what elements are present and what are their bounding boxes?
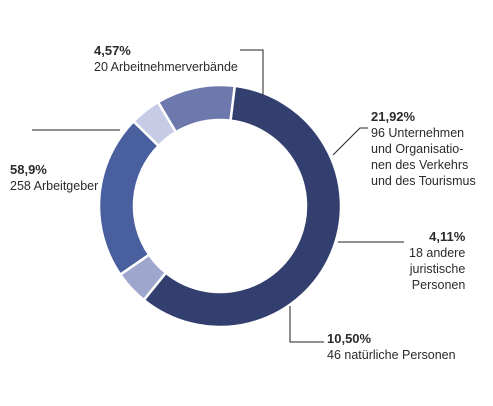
desc-unternehmen: 96 Unternehmen und Organisatio- nen des … [371, 126, 476, 188]
slice-natuerliche-personen [156, 83, 237, 134]
label-natuerliche-personen: 10,50% 46 natürliche Personen [327, 331, 456, 363]
pct-unternehmen: 21,92% [371, 109, 416, 124]
pct-arbeitnehmerverbaende: 4,57% [94, 43, 131, 58]
leader-line-natuerliche-personen [289, 306, 324, 343]
desc-arbeitgeber: 258 Arbeitgeber [10, 179, 99, 193]
pct-andere-juristische: 4,11% [429, 229, 466, 244]
desc-arbeitnehmerverbaende: 20 Arbeitnehmerverbände [94, 60, 238, 74]
desc-natuerliche-personen: 46 natürliche Personen [327, 348, 456, 362]
slice-arbeitgeber [142, 84, 343, 329]
leader-line-arbeitnehmerverbaende [240, 49, 264, 95]
label-arbeitnehmerverbaende: 4,57% 20 Arbeitnehmerverbände [94, 43, 238, 75]
pct-arbeitgeber: 58,9% [10, 162, 47, 177]
slice-unternehmen [97, 119, 161, 277]
label-unternehmen: 21,92% 96 Unternehmen und Organisatio- n… [371, 109, 476, 189]
leader-line-unternehmen [332, 127, 368, 156]
pct-natuerliche-personen: 10,50% [327, 331, 372, 346]
leader-lines [32, 49, 404, 343]
desc-andere-juristische: 18 andere juristische Personen [409, 246, 466, 292]
donut-slices [97, 83, 343, 329]
label-andere-juristische: 4,11% 18 andere juristische Personen [409, 229, 465, 293]
label-arbeitgeber: 58,9% 258 Arbeitgeber [10, 162, 98, 194]
